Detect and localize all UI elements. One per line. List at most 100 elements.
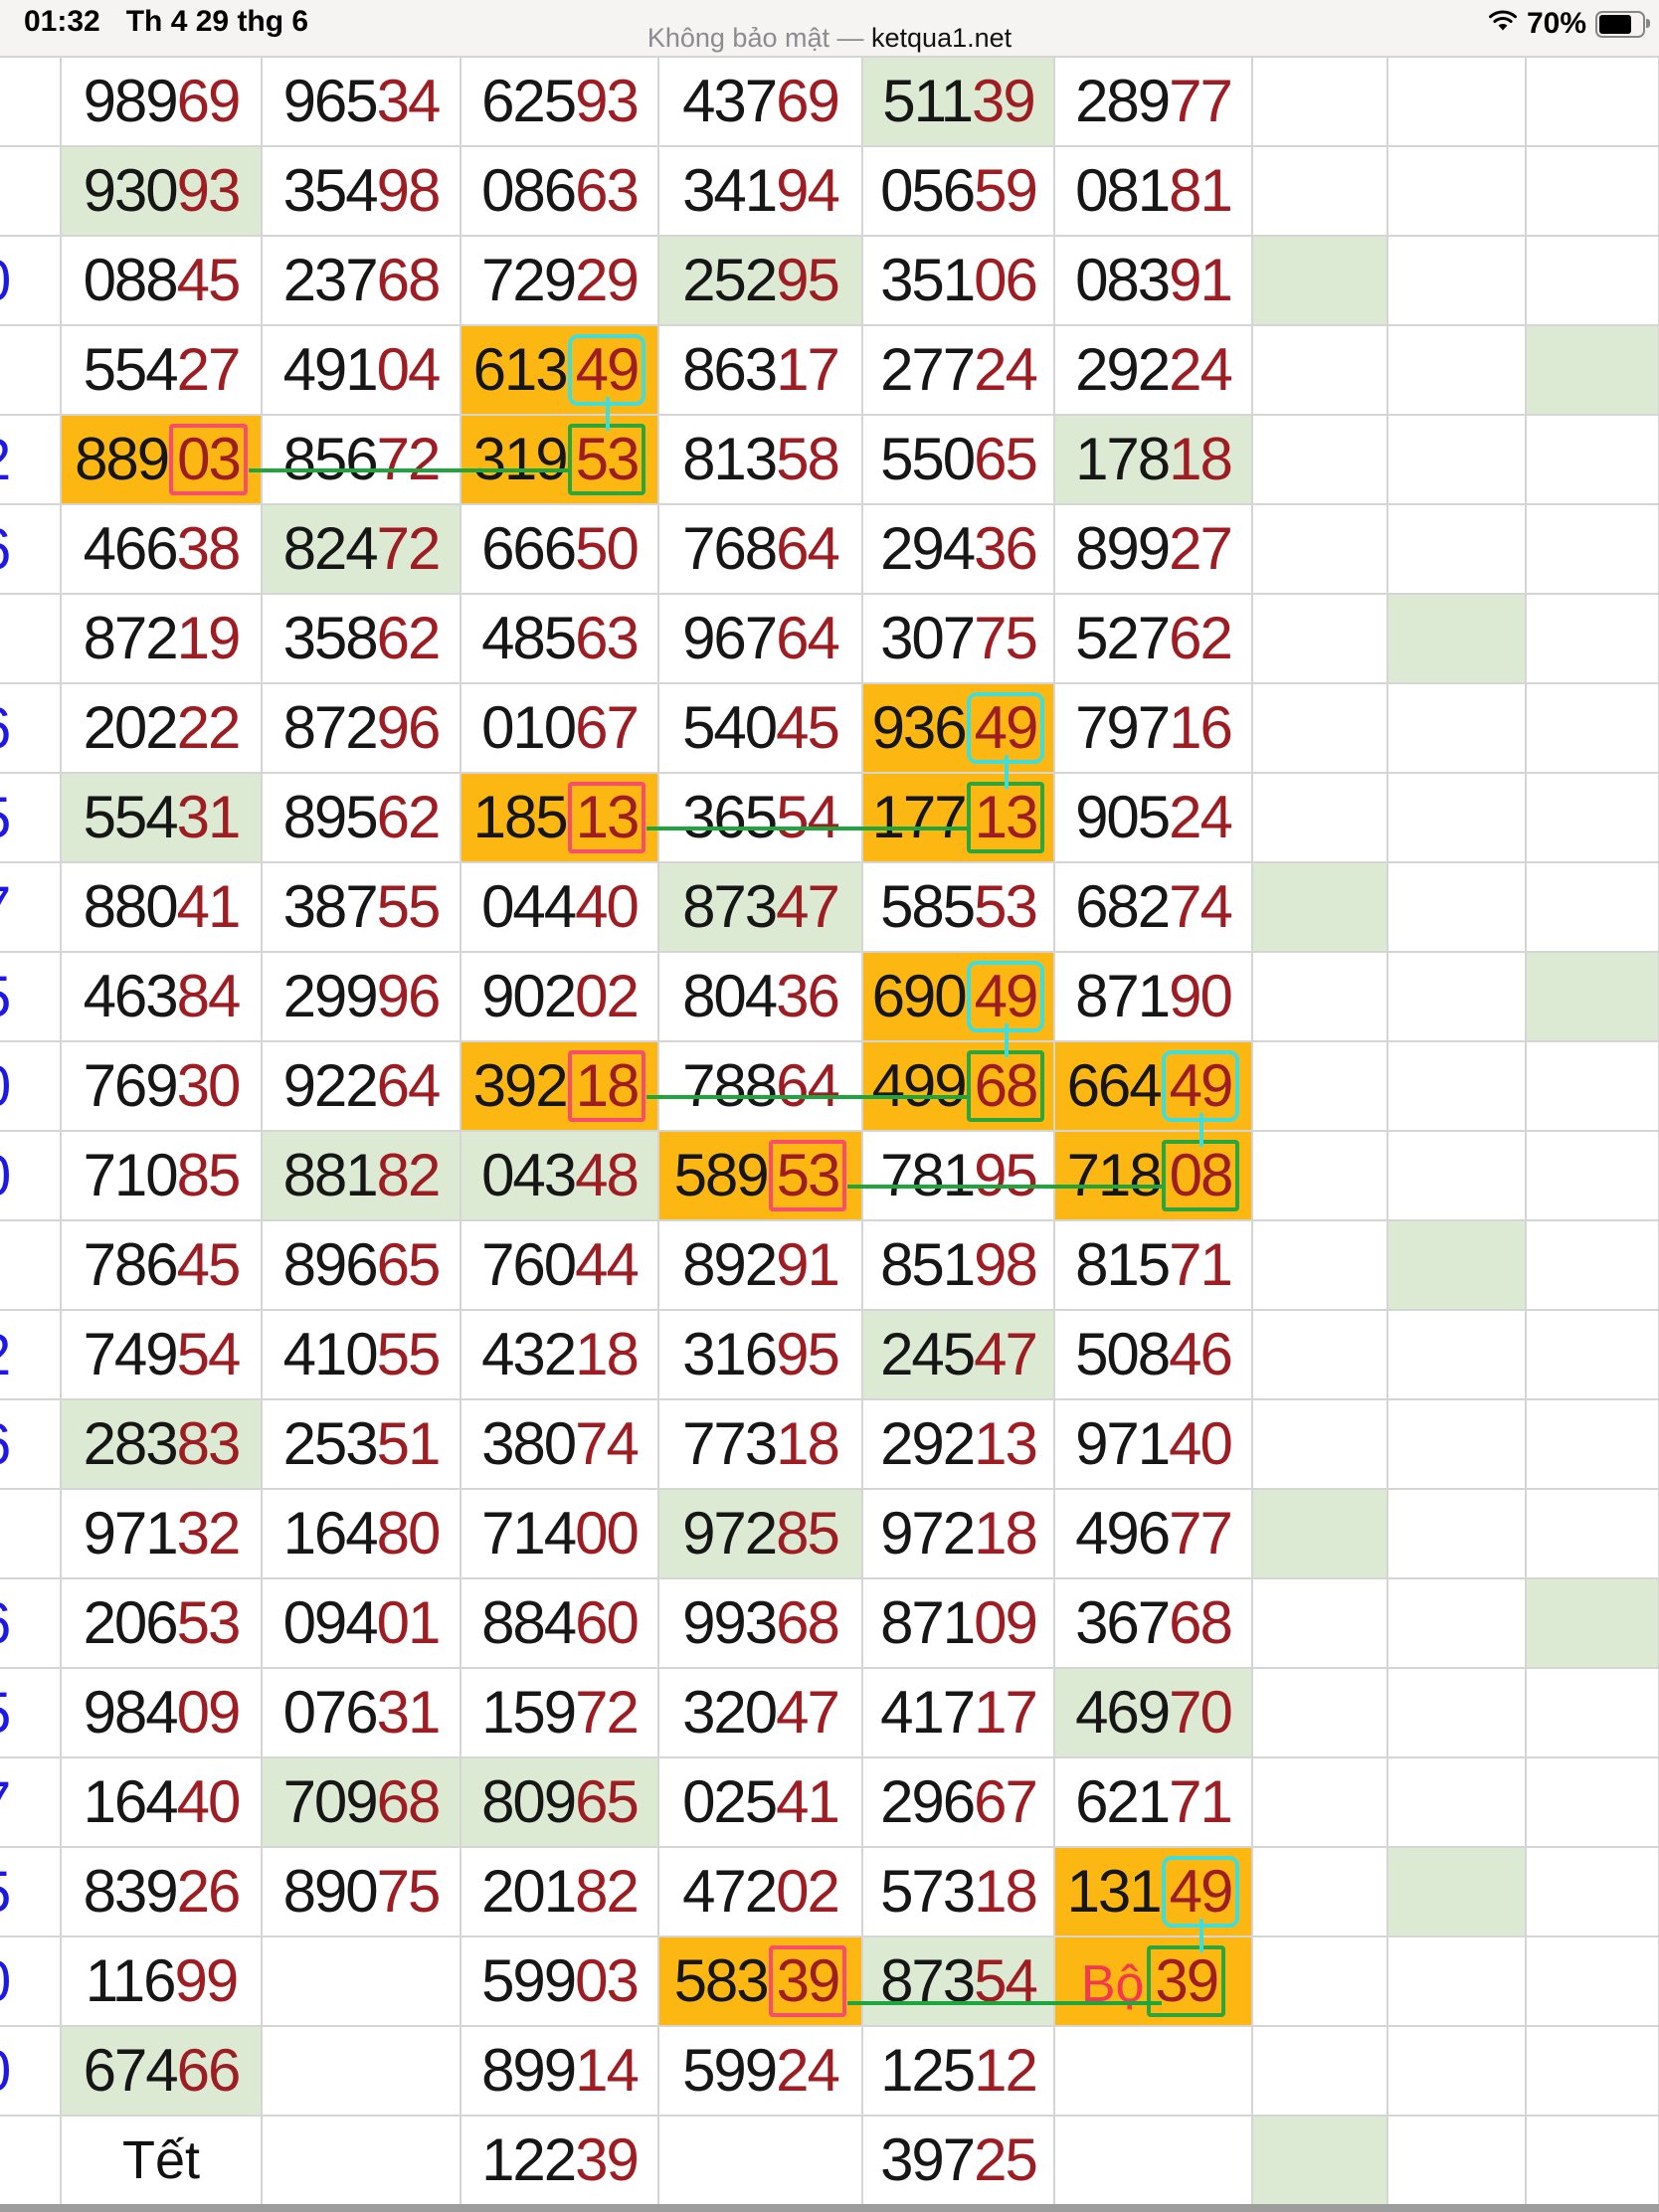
status-left: 01:32 Th 4 29 thg 6	[24, 5, 308, 39]
number-head-digits: 292	[880, 1410, 976, 1477]
lottery-number: 76864	[682, 519, 840, 579]
number-cell: 87296	[263, 684, 461, 774]
number-cell: 89927	[1055, 505, 1253, 595]
date-link-fragment[interactable]: 5	[0, 953, 62, 1042]
lottery-number: 43218	[481, 1325, 640, 1384]
date-link-fragment[interactable]: 6	[0, 684, 62, 774]
number-cell: 32047	[659, 1669, 863, 1758]
address-bar[interactable]: Không bảo mật — ketqua1.net	[0, 23, 1659, 54]
lottery-number: 67466	[84, 2041, 242, 2101]
number-head-digits: 781	[880, 1142, 976, 1208]
connector-line-vertical	[1005, 1023, 1009, 1057]
empty-cell	[1388, 1669, 1527, 1758]
empty-cell	[1388, 863, 1527, 953]
date-link-fragment[interactable]: 5	[0, 774, 62, 863]
number-head-digits: 125	[880, 2037, 976, 2104]
date-link-fragment[interactable]: 6	[0, 1579, 62, 1669]
date-link-fragment[interactable]: 2	[0, 416, 62, 505]
number-cell: 12512	[863, 2027, 1055, 2117]
number-tail-digits: 95	[776, 1321, 840, 1387]
date-link-fragment[interactable]: 5	[0, 1848, 62, 1937]
date-link-fragment[interactable]: 0	[0, 237, 62, 326]
date-link-fragment[interactable]: 5	[0, 1669, 62, 1758]
connector-line-horizontal	[646, 827, 967, 830]
number-head-digits: 682	[1075, 873, 1171, 940]
number-cell: 664 49	[1055, 1042, 1253, 1132]
number-cell: 77318	[659, 1400, 863, 1490]
number-cell: 392 18	[461, 1042, 659, 1132]
number-cell: 80436	[659, 953, 863, 1042]
number-head-digits: 714	[481, 1500, 577, 1567]
number-head-digits: 902	[481, 963, 577, 1029]
number-tail-digits: 36	[776, 963, 840, 1029]
number-cell: 97285	[659, 1490, 863, 1579]
lottery-number: 76930	[84, 1056, 242, 1116]
lottery-number: 29436	[880, 519, 1038, 579]
lottery-number: 89914	[481, 2041, 640, 2101]
lottery-number: 97218	[880, 1504, 1038, 1564]
number-cell: 718 08	[1055, 1132, 1253, 1221]
number-cell: 78864	[659, 1042, 863, 1132]
lottery-number: 72929	[481, 251, 640, 310]
date-link-fragment[interactable]: 7	[0, 1758, 62, 1848]
number-tail-digits: 75	[974, 605, 1038, 671]
number-head-digits: 583	[673, 1947, 770, 2014]
number-tail-digits: 53	[176, 1589, 242, 1656]
date-link-fragment[interactable]: 0	[0, 1937, 62, 2027]
lottery-number: 87354	[880, 1951, 1038, 2011]
number-cell: 97132	[62, 1490, 263, 1579]
empty-cell	[1527, 1937, 1659, 2027]
lottery-number: 392 18	[473, 1050, 646, 1122]
number-cell: 16440	[62, 1758, 263, 1848]
number-head-digits: 839	[83, 1858, 179, 1925]
number-cell: 55427	[62, 326, 263, 416]
date-link-fragment[interactable]: -	[0, 1490, 62, 1579]
lottery-number: 29667	[880, 1772, 1038, 1832]
number-head-digits: 508	[1075, 1321, 1171, 1387]
number-tail-digits: 18	[575, 1052, 641, 1119]
number-tail-digits: 93	[575, 68, 640, 134]
number-head-digits: 116	[85, 1947, 177, 2014]
lottery-number: 83926	[84, 1862, 242, 1922]
number-tail-digits: 18	[575, 1321, 640, 1387]
number-head-digits: 863	[682, 336, 778, 403]
empty-cell	[1527, 1221, 1659, 1311]
number-head-digits: 354	[282, 157, 379, 224]
date-link-fragment[interactable]: -	[0, 595, 62, 684]
number-head-digits: 989	[83, 68, 179, 134]
lottery-number: 46638	[84, 519, 242, 579]
date-link-fragment[interactable]: 6	[0, 1400, 62, 1490]
number-head-digits: 358	[282, 605, 379, 671]
number-cell: 89291	[659, 1221, 863, 1311]
lottery-number: 89075	[283, 1862, 442, 1922]
number-tail-digits: 03	[177, 426, 242, 492]
date-link-fragment[interactable]: 0	[0, 2027, 62, 2117]
lottery-number: 89927	[1075, 519, 1233, 579]
number-head-digits: 283	[83, 1410, 179, 1477]
highlight-box-red: 13	[567, 782, 646, 853]
date-link-fragment[interactable]: 0	[0, 1132, 62, 1221]
number-cell: 39725	[863, 2117, 1055, 2206]
lottery-number: 71085	[84, 1146, 242, 1205]
lottery-number: 01067	[481, 698, 640, 758]
date-link-fragment[interactable]: 6	[0, 505, 62, 595]
number-cell: 71400	[461, 1490, 659, 1579]
lottery-number: 98969	[84, 72, 242, 131]
lottery-number: 55431	[84, 788, 242, 847]
date-link-fragment[interactable]: 2	[0, 1311, 62, 1400]
number-cell: 29667	[863, 1758, 1055, 1848]
number-cell: 936 49	[863, 684, 1055, 774]
number-head-digits: 044	[481, 873, 577, 940]
empty-cell	[1527, 1042, 1659, 1132]
number-cell: 87347	[659, 863, 863, 953]
date-link-fragment[interactable]: 0	[0, 1042, 62, 1132]
number-cell: 49677	[1055, 1490, 1253, 1579]
lottery-number: 85672	[283, 430, 442, 489]
date-link-fragment[interactable]: 7	[0, 863, 62, 953]
number-head-digits: 307	[880, 605, 976, 671]
number-tail-digits: 13	[974, 784, 1039, 850]
number-cell: 177 13	[863, 774, 1055, 863]
number-cell: 07631	[263, 1669, 461, 1758]
number-head-digits: 905	[1075, 784, 1171, 850]
number-head-digits: 899	[481, 2037, 577, 2104]
